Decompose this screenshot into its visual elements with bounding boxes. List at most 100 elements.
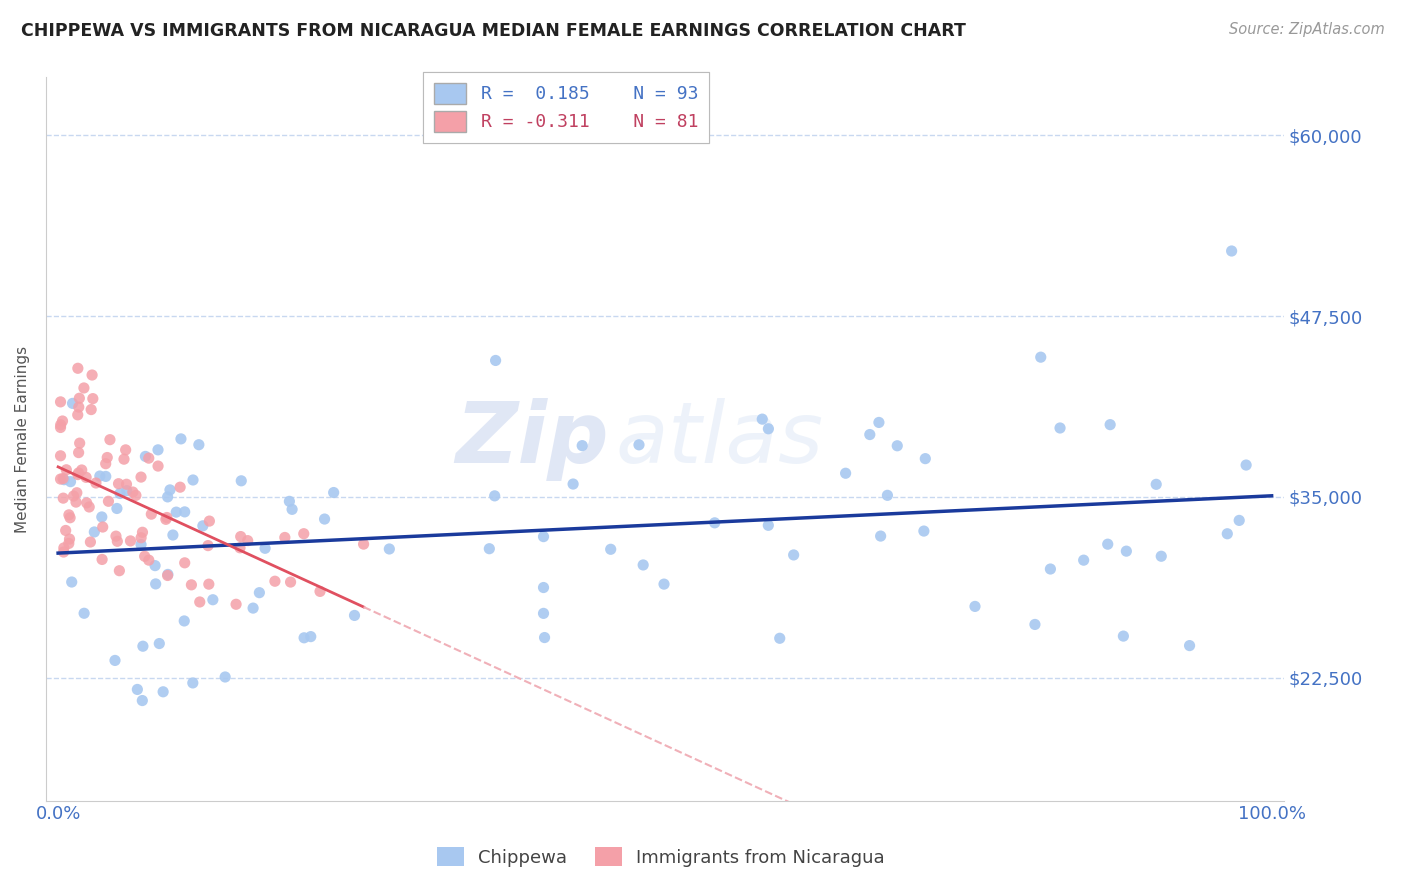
Point bbox=[114, 442, 136, 457]
Point bbox=[55, 463, 77, 477]
Point bbox=[1178, 639, 1201, 653]
Point bbox=[484, 489, 506, 503]
Point bbox=[353, 537, 375, 551]
Point bbox=[1144, 477, 1167, 491]
Point bbox=[108, 564, 131, 578]
Point bbox=[83, 524, 105, 539]
Point bbox=[66, 485, 89, 500]
Point bbox=[127, 682, 149, 697]
Point bbox=[80, 368, 103, 382]
Legend: R =  0.185    N = 93, R = -0.311    N = 81: R = 0.185 N = 93, R = -0.311 N = 81 bbox=[423, 72, 709, 143]
Point bbox=[49, 395, 72, 409]
Point bbox=[229, 541, 252, 555]
Point bbox=[1073, 553, 1095, 567]
Point bbox=[571, 439, 593, 453]
Point bbox=[859, 427, 882, 442]
Point bbox=[343, 608, 366, 623]
Point bbox=[76, 496, 98, 510]
Point bbox=[159, 483, 181, 497]
Point bbox=[69, 436, 91, 450]
Y-axis label: Median Female Earnings: Median Female Earnings bbox=[15, 345, 30, 533]
Point bbox=[58, 536, 80, 550]
Point bbox=[121, 485, 143, 500]
Point bbox=[104, 529, 127, 543]
Point bbox=[274, 531, 297, 545]
Point bbox=[264, 574, 287, 589]
Point bbox=[115, 483, 138, 498]
Point bbox=[67, 391, 90, 405]
Point bbox=[115, 477, 138, 491]
Point bbox=[148, 636, 170, 650]
Point bbox=[129, 531, 152, 545]
Point bbox=[201, 592, 224, 607]
Point bbox=[751, 412, 773, 426]
Point bbox=[180, 578, 202, 592]
Point bbox=[131, 525, 153, 540]
Point bbox=[52, 472, 75, 486]
Point bbox=[107, 476, 129, 491]
Point bbox=[91, 552, 114, 566]
Point bbox=[834, 467, 856, 481]
Point bbox=[912, 524, 935, 538]
Point bbox=[62, 489, 84, 503]
Point bbox=[67, 400, 90, 414]
Point bbox=[58, 508, 80, 522]
Point bbox=[197, 539, 219, 553]
Point bbox=[1029, 350, 1052, 364]
Point bbox=[120, 533, 142, 548]
Point bbox=[1220, 244, 1243, 258]
Point bbox=[169, 480, 191, 494]
Point bbox=[52, 491, 75, 505]
Point bbox=[173, 556, 195, 570]
Point bbox=[478, 541, 501, 556]
Point bbox=[198, 577, 221, 591]
Point bbox=[562, 477, 585, 491]
Point bbox=[1227, 513, 1250, 527]
Point bbox=[134, 450, 156, 464]
Point bbox=[145, 577, 167, 591]
Point bbox=[758, 422, 780, 436]
Point bbox=[79, 535, 101, 549]
Point bbox=[70, 463, 93, 477]
Point bbox=[75, 470, 97, 484]
Point bbox=[129, 470, 152, 484]
Point bbox=[229, 530, 252, 544]
Point bbox=[59, 475, 82, 489]
Point bbox=[254, 541, 277, 556]
Point bbox=[198, 514, 221, 528]
Point bbox=[627, 438, 650, 452]
Point bbox=[1234, 458, 1257, 472]
Point bbox=[49, 417, 72, 432]
Point bbox=[242, 601, 264, 615]
Point bbox=[170, 432, 193, 446]
Point bbox=[886, 439, 908, 453]
Point bbox=[105, 534, 128, 549]
Point bbox=[236, 533, 259, 548]
Point bbox=[868, 416, 890, 430]
Point bbox=[173, 505, 195, 519]
Point bbox=[77, 500, 100, 514]
Text: Zip: Zip bbox=[456, 398, 609, 481]
Point bbox=[703, 516, 725, 530]
Point bbox=[309, 584, 332, 599]
Point bbox=[281, 502, 304, 516]
Point bbox=[96, 450, 118, 465]
Point bbox=[1049, 421, 1071, 435]
Point bbox=[60, 574, 83, 589]
Point bbox=[599, 542, 621, 557]
Point bbox=[146, 458, 169, 473]
Point bbox=[49, 420, 72, 434]
Point bbox=[963, 599, 986, 614]
Point bbox=[90, 510, 112, 524]
Point bbox=[104, 653, 127, 667]
Point bbox=[156, 568, 179, 582]
Point bbox=[59, 510, 82, 524]
Point bbox=[1039, 562, 1062, 576]
Point bbox=[214, 670, 236, 684]
Point bbox=[52, 545, 75, 559]
Point bbox=[80, 402, 103, 417]
Point bbox=[66, 361, 89, 376]
Point bbox=[129, 537, 152, 551]
Point bbox=[105, 501, 128, 516]
Point bbox=[533, 581, 555, 595]
